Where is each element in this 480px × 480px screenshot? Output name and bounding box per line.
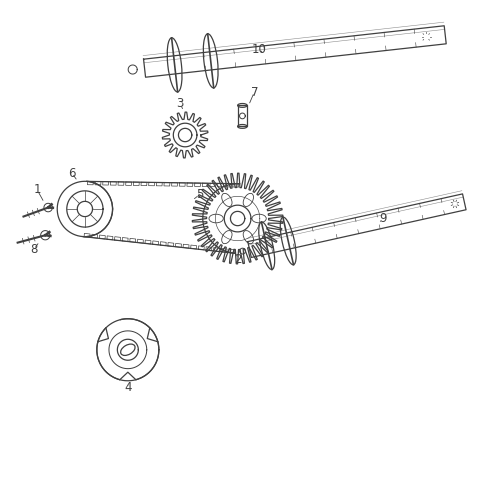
Text: 9: 9 xyxy=(379,212,387,225)
Text: 2: 2 xyxy=(234,252,241,265)
Wedge shape xyxy=(119,350,136,383)
Text: 1: 1 xyxy=(34,183,41,196)
Wedge shape xyxy=(128,326,160,350)
Text: 7: 7 xyxy=(251,85,258,98)
Text: 4: 4 xyxy=(124,382,132,395)
Text: 6: 6 xyxy=(68,167,76,180)
Text: 5: 5 xyxy=(196,188,203,201)
Wedge shape xyxy=(96,326,128,350)
Text: 3: 3 xyxy=(177,97,184,110)
Text: 10: 10 xyxy=(252,43,266,56)
Text: 8: 8 xyxy=(30,243,37,256)
